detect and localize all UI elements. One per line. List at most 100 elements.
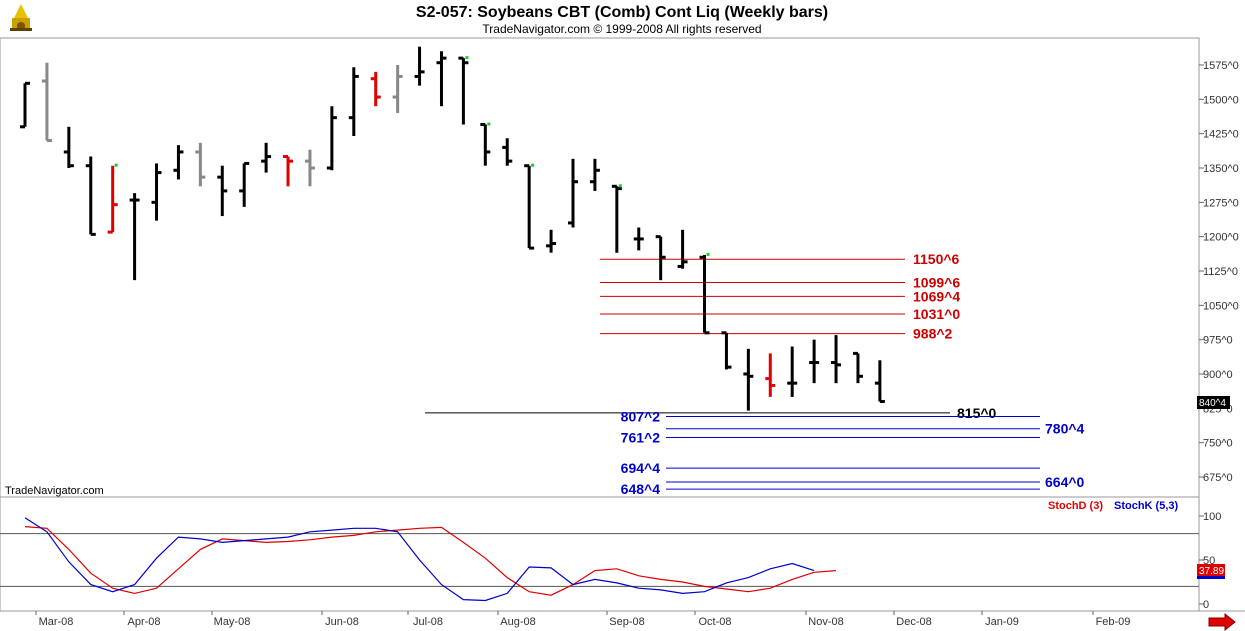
price-bar	[699, 252, 710, 335]
date-tick-label: Sep-08	[609, 616, 644, 628]
date-tick-label: Jan-09	[985, 616, 1019, 628]
support-label: 761^2	[621, 430, 661, 446]
legend-stochk: StochK (5,3)	[1114, 500, 1179, 512]
stochastic-lines	[24, 517, 837, 602]
price-tick-label: 1050^0	[1203, 300, 1239, 312]
price-tick-label: 900^0	[1203, 369, 1233, 381]
price-bar	[502, 138, 513, 166]
price-bar	[589, 158, 600, 191]
price-tick-label: 1200^0	[1203, 232, 1239, 244]
price-bar	[107, 163, 118, 234]
price-bar	[874, 360, 885, 403]
price-bar	[173, 145, 184, 180]
price-bar	[85, 156, 96, 236]
date-tick-label: Mar-08	[39, 616, 74, 628]
signal-dot	[114, 163, 118, 167]
date-tick-label: Jul-08	[413, 616, 443, 628]
price-tick-label: 675^0	[1203, 472, 1233, 484]
price-tick-label: 1575^0	[1203, 60, 1239, 72]
price-tick-label: 750^0	[1203, 438, 1233, 450]
price-bar	[151, 163, 162, 221]
signal-dot	[618, 184, 622, 188]
watermark-text: TradeNavigator.com	[5, 485, 104, 497]
resistance-label: 1150^6	[913, 251, 960, 267]
date-tick-label: Oct-08	[698, 616, 731, 628]
price-bar	[765, 353, 776, 397]
price-tick-label: 1425^0	[1203, 129, 1239, 141]
support-label: 694^4	[621, 460, 661, 476]
resistance-label: 1031^0	[913, 306, 960, 322]
black-level-label: 815^0	[957, 405, 997, 421]
signal-dot	[465, 56, 469, 60]
date-axis: Mar-08 Apr-08 May-08 Jun-08 Jul-08 Aug-08 Sep-…	[35, 611, 1131, 628]
price-bar	[20, 81, 30, 129]
price-bar	[809, 339, 820, 384]
price-bar	[41, 62, 52, 143]
price-bars	[20, 46, 885, 411]
date-tick-label: May-08	[214, 616, 251, 628]
price-tick-label: 1275^0	[1203, 197, 1239, 209]
stoch-tick-label: 0	[1203, 599, 1209, 611]
price-bar	[63, 126, 74, 168]
signal-dot	[531, 163, 535, 167]
price-bar	[414, 46, 425, 86]
signal-dot	[706, 252, 710, 256]
price-bar	[568, 158, 578, 228]
date-tick-label: Jun-08	[325, 616, 359, 628]
support-label: 807^2	[621, 408, 661, 424]
price-bar	[283, 155, 294, 187]
price-tick-label: 1500^0	[1203, 94, 1239, 106]
price-bar	[611, 184, 622, 253]
price-bar	[239, 161, 250, 207]
price-bar	[524, 163, 535, 250]
price-bar	[436, 51, 447, 107]
price-bar	[304, 149, 315, 187]
price-bar	[633, 227, 644, 251]
plot-frame	[0, 37, 1200, 612]
date-tick-label: Dec-08	[896, 616, 931, 628]
stoch-tick-label: 100	[1203, 511, 1221, 523]
support-label: 780^4	[1045, 421, 1085, 437]
date-tick-label: Feb-09	[1096, 616, 1131, 628]
support-label: 648^4	[621, 481, 661, 497]
legend-stochd: StochD (3)	[1048, 500, 1103, 512]
date-tick-label: Aug-08	[500, 616, 535, 628]
price-bar	[458, 56, 469, 125]
price-bar	[217, 165, 228, 217]
price-axis: 675^0750^0825^0900^0975^01050^01125^0120…	[1199, 60, 1239, 484]
price-bar	[743, 348, 754, 411]
price-tick-label: 1125^0	[1203, 266, 1238, 278]
price-bar	[721, 331, 732, 370]
date-tick-label: Nov-08	[808, 616, 843, 628]
price-bar	[392, 65, 403, 114]
price-bar	[787, 346, 798, 397]
support-label: 664^0	[1045, 474, 1085, 490]
price-bar	[546, 229, 557, 253]
copyright-text: TradeNavigator.com © 1999-2008 All right…	[482, 22, 761, 36]
resistance-label: 988^2	[913, 326, 953, 342]
price-bar	[480, 122, 491, 166]
navigator-logo-icon[interactable]	[10, 4, 32, 31]
price-bar	[261, 142, 272, 173]
price-bar	[195, 142, 206, 187]
chart-title: S2-057: Soybeans CBT (Comb) Cont Liq (We…	[416, 4, 828, 21]
stochk-line	[24, 517, 815, 602]
price-bar	[655, 235, 666, 281]
resistance-label: 1069^4	[913, 288, 960, 304]
price-bar	[326, 106, 337, 171]
stoch-last-value-marker: 37.89	[1197, 564, 1225, 579]
price-bar	[370, 71, 381, 107]
price-bar	[831, 335, 842, 384]
scroll-right-arrow-icon[interactable]	[1208, 612, 1236, 631]
last-price-label: 840^4	[1199, 398, 1226, 409]
price-bar	[129, 193, 140, 281]
price-bar	[852, 351, 863, 384]
last-price-marker: 840^4	[1197, 396, 1230, 409]
date-tick-label: Apr-08	[127, 616, 160, 628]
price-bar	[677, 229, 688, 269]
price-tick-label: 975^0	[1203, 335, 1233, 347]
resistance-label: 1099^6	[913, 275, 960, 291]
stoch-last-value: 37.89	[1199, 566, 1224, 577]
